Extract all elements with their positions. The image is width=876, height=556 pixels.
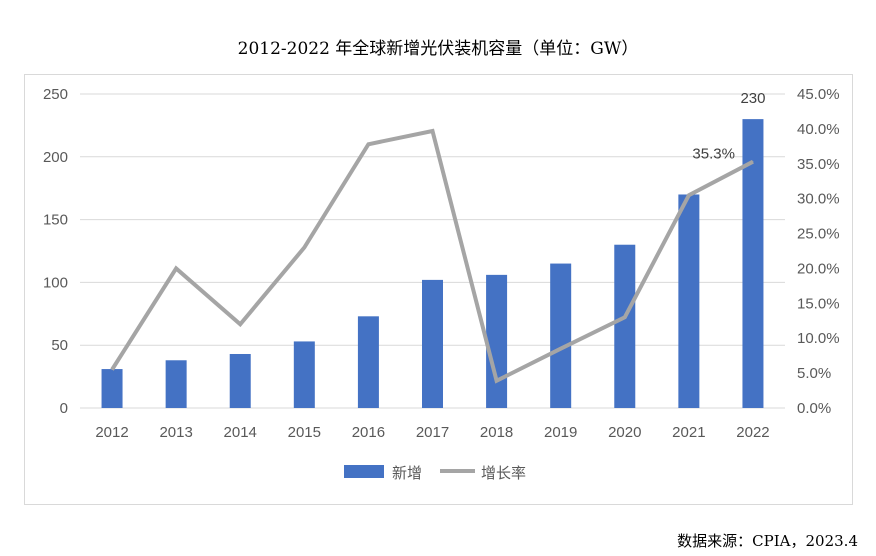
bar <box>550 263 572 408</box>
right-axis-tick-label: 35.0% <box>797 156 840 173</box>
right-axis-tick-label: 20.0% <box>797 260 840 277</box>
bar <box>614 244 636 408</box>
chart-frame <box>24 74 853 505</box>
line-point <box>367 143 369 145</box>
data-source: 数据来源：CPIA，2023.4 <box>677 532 858 550</box>
x-axis-tick-label: 2022 <box>736 424 769 441</box>
line-point <box>560 348 562 350</box>
left-axis-tick-label: 200 <box>43 149 68 166</box>
line-data-label: 35.3% <box>692 146 735 163</box>
line-point <box>175 267 177 269</box>
x-axis-tick-label: 2021 <box>672 424 705 441</box>
x-axis-ticks: 2012 2013 2014 2015 2016 2017 2018 2019 2020 2021… <box>95 424 769 441</box>
x-axis-tick-label: 2014 <box>224 424 257 441</box>
bar <box>229 353 251 408</box>
left-axis-ticks: 0 50 100 150 200 250 <box>43 86 68 417</box>
bar <box>678 194 700 408</box>
legend-swatch-bar <box>344 465 384 478</box>
right-axis-tick-label: 45.0% <box>797 86 840 103</box>
left-axis-tick-label: 50 <box>51 337 68 354</box>
chart-title: 2012-2022 年全球新增光伏装机容量（单位：GW） <box>237 39 639 59</box>
legend-label-line: 增长率 <box>481 464 526 482</box>
x-axis-tick-label: 2016 <box>352 424 385 441</box>
right-axis-tick-label: 25.0% <box>797 226 840 243</box>
legend-label-bar: 新增 <box>392 464 422 482</box>
line-point <box>111 369 113 371</box>
bar <box>357 316 379 408</box>
x-axis-tick-label: 2012 <box>95 424 128 441</box>
line-point <box>303 247 305 249</box>
line-point <box>432 130 433 132</box>
line-point <box>239 323 241 325</box>
legend: 新增 增长率 <box>344 464 526 482</box>
left-axis-tick-label: 150 <box>43 212 68 229</box>
right-axis-ticks: 0.0% 5.0% 10.0% 15.0% 20.0% 25.0% 30.0% 35.0% 40… <box>797 86 840 417</box>
x-axis-tick-label: 2013 <box>159 424 192 441</box>
right-axis-tick-label: 40.0% <box>797 121 840 138</box>
bar <box>742 119 764 409</box>
bar <box>293 341 315 408</box>
left-axis-tick-label: 250 <box>43 86 68 103</box>
bar <box>101 369 123 408</box>
bar <box>165 360 187 408</box>
right-axis-tick-label: 10.0% <box>797 330 840 347</box>
x-axis-tick-label: 2019 <box>544 424 577 441</box>
line-series <box>110 128 754 384</box>
x-axis-tick-label: 2015 <box>288 424 321 441</box>
bar <box>422 279 443 408</box>
line-point <box>688 194 690 196</box>
x-axis-tick-label: 2020 <box>608 424 641 441</box>
data-labels: 230 35.3% <box>692 90 765 163</box>
line-point <box>624 316 626 318</box>
bar <box>486 274 508 408</box>
right-axis-tick-label: 30.0% <box>797 191 840 208</box>
bar-data-label: 230 <box>740 90 765 107</box>
right-axis-tick-label: 15.0% <box>797 295 840 312</box>
bar-series <box>101 119 764 409</box>
right-axis-tick-label: 5.0% <box>797 365 831 382</box>
x-axis-tick-label: 2017 <box>416 424 449 441</box>
left-axis-tick-label: 0 <box>60 400 68 417</box>
line-point <box>752 161 754 163</box>
right-axis-tick-label: 0.0% <box>797 400 831 417</box>
left-axis-tick-label: 100 <box>43 274 68 291</box>
line-point <box>496 380 498 382</box>
x-axis-tick-label: 2018 <box>480 424 513 441</box>
